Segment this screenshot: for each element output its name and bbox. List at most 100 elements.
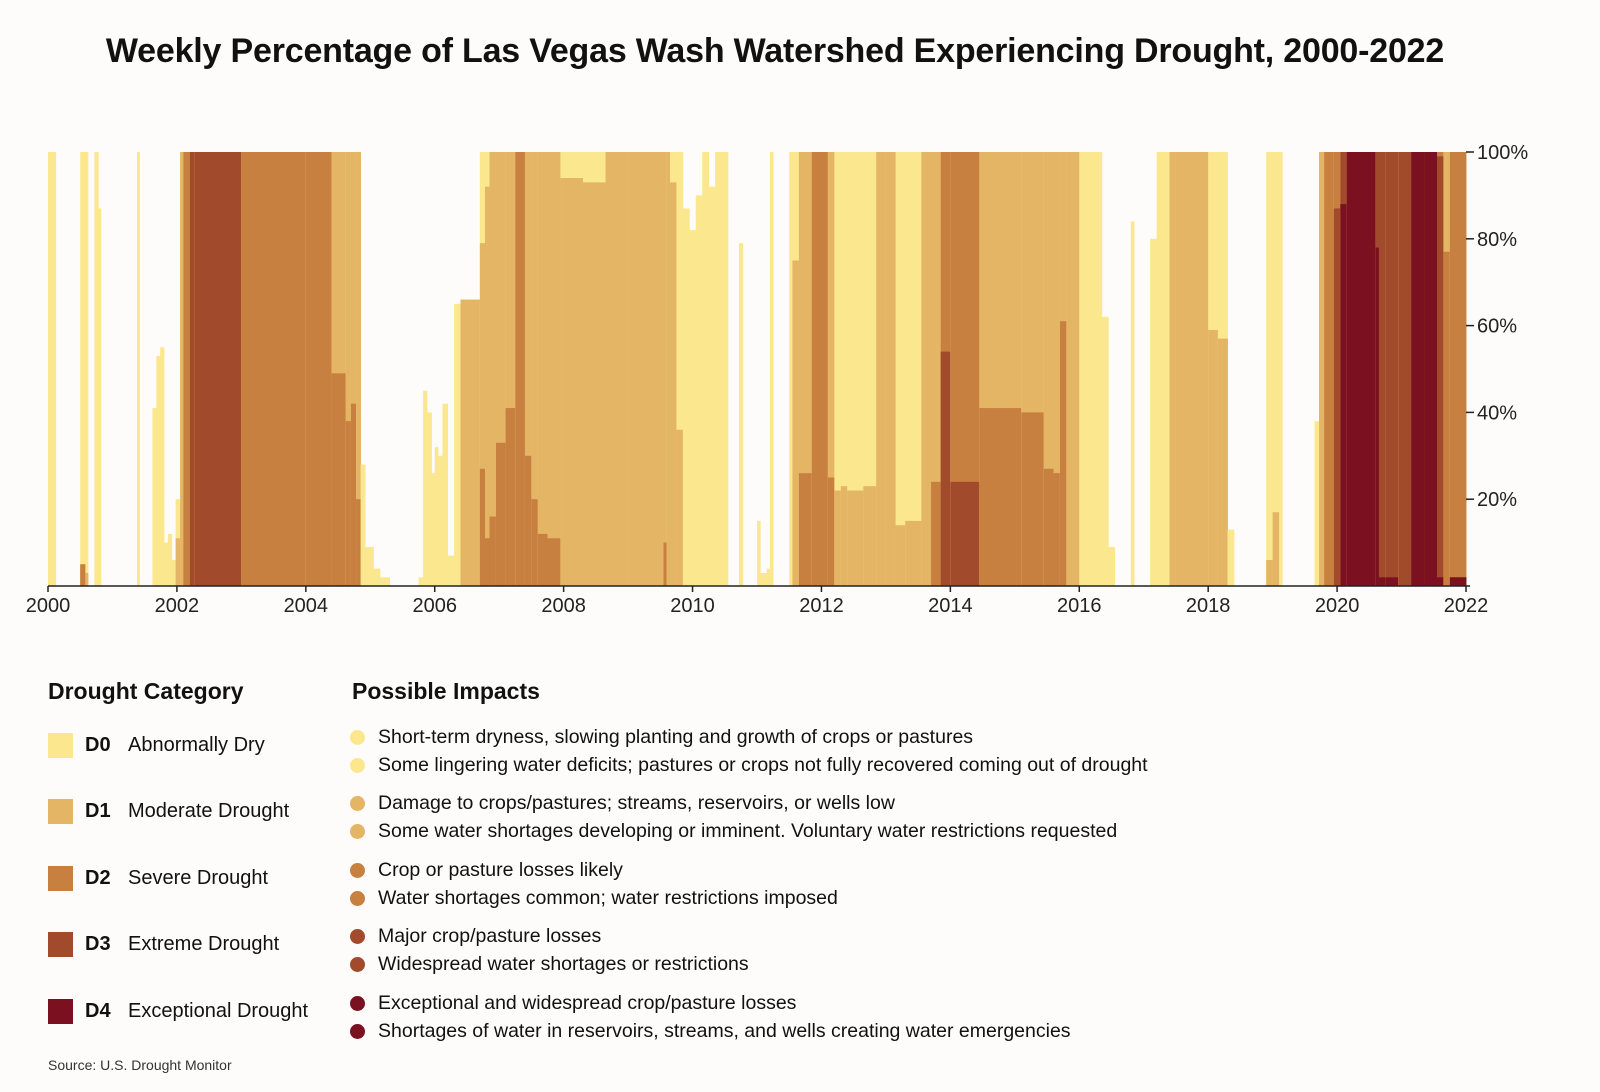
drought-bar-d1: [524, 152, 532, 586]
drought-bar-d4: [1346, 152, 1377, 586]
drought-bar-d0: [1272, 152, 1280, 586]
legend-label: Severe Drought: [128, 866, 269, 889]
drought-bar-d2: [1043, 468, 1054, 586]
drought-bar-d3: [194, 152, 242, 586]
chart-axes: 2000 2002 2004 2006 2008 2010 2012 2014 2016 2018…: [26, 142, 1529, 617]
drought-bar-d0: [1150, 238, 1158, 587]
drought-bar-d3: [1398, 152, 1412, 586]
legend-item-d0: D0 Abnormally Dry: [48, 732, 265, 758]
drought-bar-d0: [1266, 152, 1274, 586]
drought-bar-d2: [663, 542, 668, 586]
y-tick-label: 20%: [1477, 489, 1517, 511]
drought-bar-d0: [98, 208, 102, 587]
drought-bar-d2: [531, 499, 539, 586]
drought-bar-d2: [485, 538, 490, 586]
impact-text: Exceptional and widespread crop/pasture …: [378, 991, 797, 1014]
drought-bar-d1: [1169, 152, 1177, 586]
legend-item-d4: D4 Exceptional Drought: [48, 998, 308, 1024]
y-tick-label: 40%: [1477, 402, 1517, 424]
drought-bar-d1: [175, 538, 181, 586]
drought-bar-d3: [1333, 208, 1341, 587]
drought-bar-d0: [365, 546, 374, 586]
drought-bar-d1: [1175, 152, 1199, 586]
drought-bar-d1: [505, 152, 516, 586]
legend-code: D1: [85, 800, 111, 822]
drought-bar-d2: [331, 373, 347, 586]
drought-bar-d0: [1279, 152, 1283, 586]
drought-bar-d2: [547, 538, 561, 586]
y-tick-label: 60%: [1477, 316, 1517, 338]
x-tick-label: 2006: [412, 595, 457, 617]
x-tick-label: 2018: [1186, 595, 1231, 617]
impact-text: Water shortages common; water restrictio…: [378, 886, 838, 909]
x-tick-label: 2008: [541, 595, 586, 617]
drought-bar-d1: [847, 490, 864, 586]
drought-bar-d2: [241, 152, 307, 586]
impact-item-d2: Crop or pasture losses likely: [350, 857, 623, 883]
impact-bullet: [350, 824, 365, 839]
legend-swatch: [48, 865, 73, 891]
drought-bar-d1: [827, 152, 835, 586]
impact-text: Some water shortages developing or immin…: [378, 820, 1118, 842]
impact-bullet: [350, 890, 365, 906]
drought-bar-d3: [1378, 152, 1386, 586]
drought-bar-d2: [1059, 321, 1067, 586]
drought-bar-d1: [834, 490, 842, 586]
drought-bar-d1: [1217, 338, 1228, 586]
drought-bar-d3: [1385, 152, 1399, 586]
drought-bar-d1: [531, 152, 539, 586]
drought-bar-d0: [373, 568, 381, 586]
drought-bar-d2: [356, 499, 361, 586]
drought-bar-d0: [1079, 152, 1103, 586]
impact-text: Short-term dryness, slowing planting and…: [378, 725, 974, 748]
drought-bar-d4: [1385, 577, 1399, 586]
drought-bar-d0: [136, 152, 140, 586]
source-note: Source: U.S. Drought Monitor: [48, 1057, 232, 1073]
drought-bar-d0: [715, 152, 729, 586]
impact-bullet: [350, 729, 365, 745]
drought-bars: [48, 152, 1467, 587]
drought-bar-d0: [702, 152, 710, 586]
impact-bullet: [350, 995, 365, 1011]
drought-bar-d1: [876, 152, 887, 586]
drought-bar-d2: [931, 481, 942, 586]
drought-bar-d1: [460, 299, 481, 586]
drought-bar-d1: [669, 182, 677, 586]
drought-bar-d0: [769, 152, 774, 586]
drought-bar-d2: [524, 455, 532, 586]
drought-bar-d2: [1324, 152, 1335, 586]
drought-bar-d0: [834, 152, 842, 586]
legend-code: D2: [85, 866, 111, 889]
drought-bar-d0: [152, 408, 157, 586]
impact-bullet: [350, 796, 365, 811]
drought-bar-d0: [1314, 421, 1320, 586]
drought-bar-d0: [1156, 152, 1170, 586]
drought-bar-d1: [628, 152, 664, 586]
impact-item-d1: Damage to crops/pastures; streams, reser…: [350, 791, 895, 817]
drought-bar-d1: [931, 152, 942, 586]
drought-bar-d2: [345, 421, 352, 586]
drought-bar-d3: [189, 152, 195, 586]
drought-bar-d1: [356, 152, 361, 586]
drought-bar-d0: [423, 390, 428, 586]
impact-text: Some lingering water deficits; pastures …: [378, 753, 1148, 776]
impact-bullet: [350, 929, 365, 944]
impact-bullet: [350, 957, 365, 972]
drought-bar-d2: [995, 408, 1022, 586]
legend-label: Moderate Drought: [128, 800, 290, 822]
impact-item-d4: Shortages of water in reservoirs, stream…: [350, 1018, 1071, 1044]
drought-bar-d2: [183, 152, 191, 586]
drought-bar-d2: [811, 152, 829, 586]
drought-bar-d1: [840, 486, 848, 586]
drought-bar-d2: [979, 408, 996, 586]
drought-bar-d2: [489, 516, 497, 586]
x-tick-label: 2002: [155, 595, 200, 617]
drought-bar-d1: [85, 572, 89, 586]
drought-bar-d0: [437, 455, 443, 586]
x-tick-label: 2022: [1444, 595, 1489, 617]
drought-bar-d2: [479, 468, 486, 586]
impact-item-d4: Exceptional and widespread crop/pasture …: [350, 990, 796, 1016]
drought-bar-d2: [495, 442, 507, 586]
drought-bar-d0: [1108, 546, 1116, 586]
drought-bar-d4: [1378, 577, 1386, 586]
